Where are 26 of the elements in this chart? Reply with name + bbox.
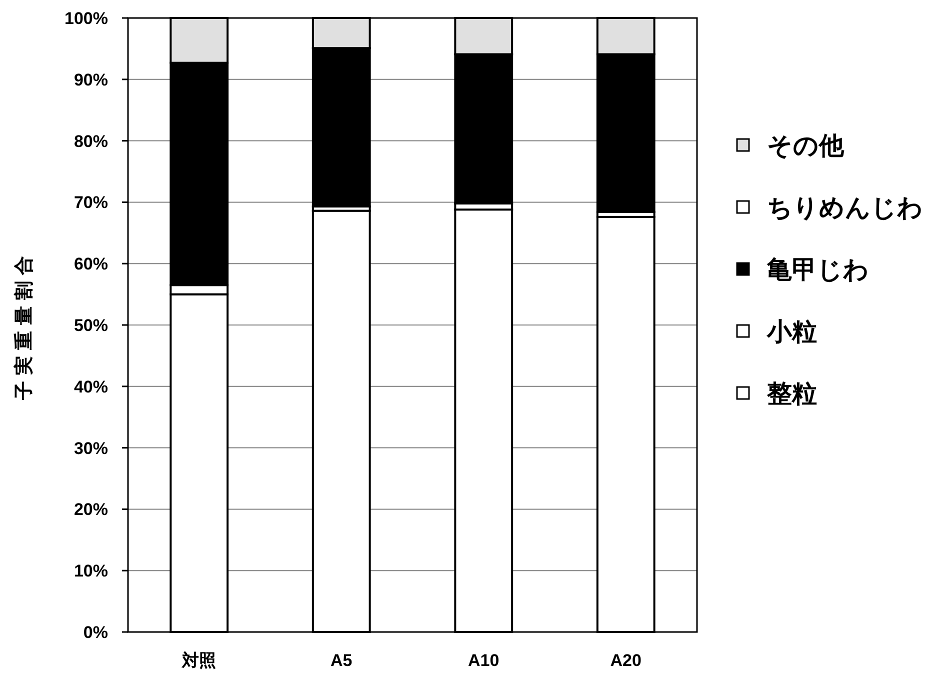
y-tick-label: 60%	[74, 254, 108, 274]
legend-item: その他	[736, 132, 844, 160]
x-tick-label: A10	[468, 651, 500, 670]
y-tick-label: 10%	[74, 562, 108, 581]
x-tick-label: A5	[330, 651, 352, 670]
y-tick-label: 0%	[83, 623, 108, 642]
legend-item: 小粒	[736, 318, 817, 346]
legend-label: その他	[767, 132, 845, 160]
y-tick-label: 100%	[64, 9, 108, 28]
y-tick-label: 70%	[74, 193, 108, 212]
y-tick-label: 40%	[74, 377, 108, 396]
y-tick-label: 20%	[74, 500, 108, 520]
y-tick-label: 90%	[74, 70, 108, 90]
y-tick-label: 80%	[74, 132, 108, 151]
legend-label: 亀甲じわ	[766, 256, 869, 284]
legend-item: ちりめんじわ	[736, 194, 923, 222]
legend-item: 亀甲じわ	[736, 256, 869, 284]
y-axis-title: 子実重量割合	[13, 250, 35, 401]
x-tick-label: 対照	[181, 651, 216, 670]
legend-item: 整粒	[736, 380, 817, 408]
legend-label: ちりめんじわ	[767, 194, 923, 222]
y-tick-label: 30%	[74, 438, 108, 458]
y-tick-label: 50%	[74, 316, 108, 335]
legend-label: 小粒	[766, 318, 817, 346]
x-tick-label: A20	[610, 651, 642, 670]
legend-label: 整粒	[766, 380, 817, 408]
